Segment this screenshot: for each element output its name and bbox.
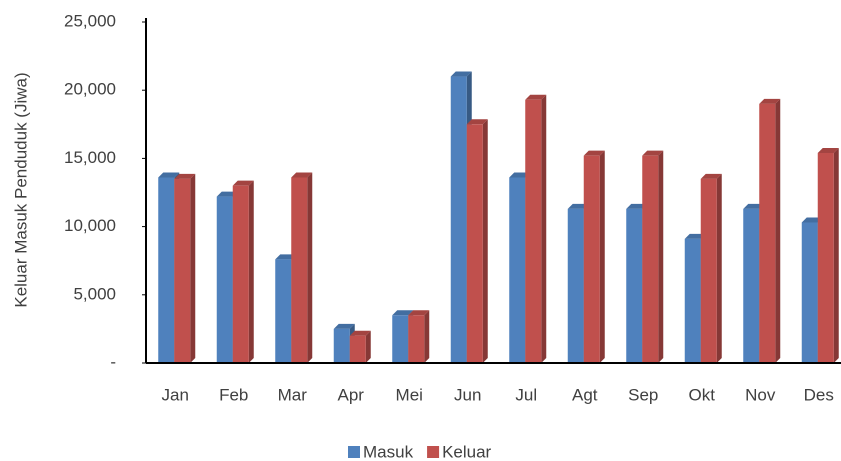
bar-side bbox=[599, 150, 605, 363]
y-tick-label: 20,000 bbox=[64, 80, 116, 99]
bar-top bbox=[567, 203, 589, 209]
bar-top bbox=[466, 119, 488, 125]
bar bbox=[626, 208, 643, 363]
bar bbox=[684, 238, 701, 363]
bar bbox=[817, 152, 834, 363]
bar bbox=[567, 208, 584, 363]
bar-side bbox=[658, 150, 664, 363]
bar bbox=[333, 328, 350, 363]
x-tick-label: Okt bbox=[689, 385, 716, 404]
x-tick-label: Mei bbox=[396, 385, 423, 404]
bar-top bbox=[232, 180, 254, 186]
y-tick-label: 5,000 bbox=[73, 284, 116, 303]
y-tick-label: 10,000 bbox=[64, 216, 116, 235]
bar-top bbox=[525, 94, 547, 100]
y-tick-label: 25,000 bbox=[64, 11, 116, 30]
x-tick-label: Jul bbox=[515, 385, 537, 404]
bar-top bbox=[392, 310, 414, 316]
x-tick-label: Sep bbox=[628, 385, 658, 404]
bar bbox=[642, 155, 659, 363]
bar bbox=[408, 315, 425, 363]
bar-top bbox=[743, 203, 765, 209]
bar bbox=[450, 76, 467, 363]
bar-top bbox=[333, 323, 355, 329]
bar-side bbox=[307, 172, 313, 363]
bar bbox=[232, 185, 249, 363]
bar-top bbox=[450, 71, 472, 77]
bar-top bbox=[583, 150, 605, 156]
y-tick-label: - bbox=[110, 352, 116, 371]
x-tick-label: Mar bbox=[278, 385, 308, 404]
bar bbox=[275, 259, 292, 363]
bar bbox=[158, 177, 175, 363]
legend-swatch bbox=[348, 446, 360, 458]
bar-top bbox=[291, 172, 313, 178]
bar bbox=[392, 315, 409, 363]
bar-side bbox=[248, 180, 254, 363]
bar bbox=[525, 99, 542, 364]
legend-label: Masuk bbox=[363, 442, 414, 461]
bar-side bbox=[833, 147, 839, 363]
x-tick-label: Nov bbox=[745, 385, 776, 404]
bar-top bbox=[158, 172, 180, 178]
x-tick-label: Des bbox=[804, 385, 834, 404]
bar-top bbox=[174, 173, 196, 179]
bar-top bbox=[817, 147, 839, 153]
bar-top bbox=[759, 98, 781, 104]
x-tick-label: Feb bbox=[219, 385, 248, 404]
x-tick-label: Agt bbox=[572, 385, 598, 404]
bar-top bbox=[700, 173, 722, 179]
bar-top bbox=[509, 172, 531, 178]
bar-top bbox=[408, 310, 430, 316]
legend-label: Keluar bbox=[442, 442, 491, 461]
bar-top bbox=[216, 191, 238, 197]
y-tick-label: 15,000 bbox=[64, 148, 116, 167]
bar-side bbox=[541, 94, 547, 364]
bar-side bbox=[190, 173, 196, 363]
x-tick-label: Jan bbox=[162, 385, 189, 404]
bar-top bbox=[626, 203, 648, 209]
bar-top bbox=[684, 233, 706, 239]
bar-top bbox=[642, 150, 664, 156]
bar-side bbox=[482, 119, 488, 363]
bar-top bbox=[349, 330, 371, 336]
legend-swatch bbox=[427, 446, 440, 458]
bar bbox=[700, 178, 717, 363]
bar-top bbox=[801, 217, 823, 223]
bar-side bbox=[775, 98, 781, 363]
bar bbox=[509, 177, 526, 363]
bar-side bbox=[365, 330, 371, 363]
bar bbox=[291, 177, 308, 363]
bar-top bbox=[275, 254, 297, 260]
bar-side bbox=[424, 310, 430, 363]
bar-side bbox=[716, 173, 722, 363]
x-tick-label: Jun bbox=[454, 385, 481, 404]
bar bbox=[174, 178, 191, 363]
x-tick-label: Apr bbox=[338, 385, 365, 404]
bar bbox=[743, 208, 760, 363]
bar bbox=[216, 196, 233, 363]
bar bbox=[801, 222, 818, 363]
bar bbox=[349, 335, 366, 363]
y-axis-label: Keluar Masuk Penduduk (Jiwa) bbox=[11, 72, 30, 307]
bar bbox=[583, 155, 600, 363]
bar bbox=[759, 103, 776, 363]
bar bbox=[466, 124, 483, 363]
